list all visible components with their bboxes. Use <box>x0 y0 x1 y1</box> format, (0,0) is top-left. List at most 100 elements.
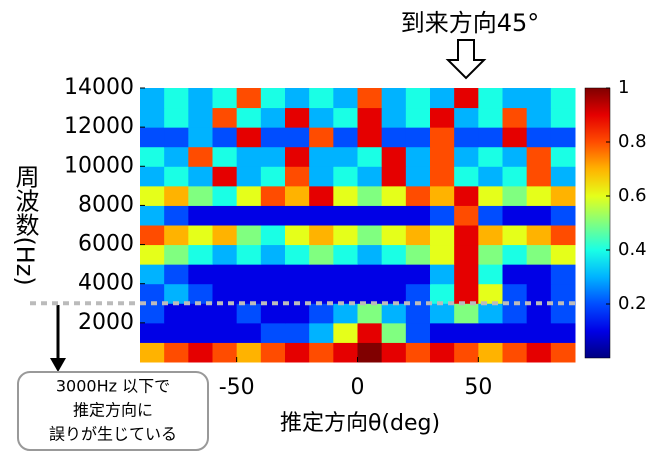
heat-cell <box>503 186 528 206</box>
heat-cell <box>237 264 262 284</box>
heat-cell <box>309 342 334 362</box>
heat-cell <box>430 284 455 304</box>
heat-cell <box>213 342 238 362</box>
note-line: 推定方向に <box>73 401 153 420</box>
heat-cell <box>285 127 310 147</box>
heat-cell <box>454 342 479 362</box>
heat-cell <box>478 225 503 245</box>
heat-cell <box>358 108 383 128</box>
heat-cell <box>430 264 455 284</box>
heat-cell <box>309 205 334 225</box>
heat-cell <box>309 166 334 186</box>
heat-cell <box>430 205 455 225</box>
heat-cell <box>164 186 189 206</box>
heat-cell <box>188 127 213 147</box>
heat-cell <box>454 225 479 245</box>
heat-cell <box>140 284 165 304</box>
heat-cell <box>164 88 189 108</box>
heat-cell <box>164 147 189 167</box>
heat-cell <box>406 264 431 284</box>
heat-cell <box>503 147 528 167</box>
heat-cell <box>503 127 528 147</box>
heat-cell <box>309 323 334 343</box>
y-tick-label: 12000 <box>64 114 134 139</box>
heat-cell <box>406 127 431 147</box>
heat-cell <box>333 127 358 147</box>
heat-cell <box>454 245 479 265</box>
heat-cell <box>309 108 334 128</box>
heat-cell <box>527 245 552 265</box>
heat-cell <box>430 342 455 362</box>
heat-cell <box>358 264 383 284</box>
heat-cell <box>454 108 479 128</box>
heat-cell <box>237 108 262 128</box>
heat-cell <box>454 127 479 147</box>
heat-cell <box>140 245 165 265</box>
heat-cell <box>527 323 552 343</box>
heat-cell <box>188 205 213 225</box>
heat-cell <box>430 108 455 128</box>
heat-cell <box>454 284 479 304</box>
heat-cell <box>527 205 552 225</box>
heat-cell <box>237 88 262 108</box>
heat-cell <box>237 225 262 245</box>
heat-cell <box>478 127 503 147</box>
heat-cell <box>406 342 431 362</box>
heat-cell <box>454 88 479 108</box>
heat-cell <box>358 245 383 265</box>
heat-cell <box>406 88 431 108</box>
heat-cell <box>309 264 334 284</box>
heat-cell <box>164 166 189 186</box>
heat-cell <box>454 323 479 343</box>
heat-cell <box>188 342 213 362</box>
heat-cell <box>333 147 358 167</box>
y-axis-label: 周波数(Hz) <box>11 164 39 285</box>
heat-cell <box>382 284 407 304</box>
heat-cell <box>261 186 286 206</box>
heat-cell <box>551 108 576 128</box>
heat-cell <box>333 342 358 362</box>
heat-cell <box>478 88 503 108</box>
heat-cell <box>237 245 262 265</box>
heat-cell <box>309 284 334 304</box>
heat-cell <box>430 323 455 343</box>
heat-cell <box>237 342 262 362</box>
heat-cell <box>237 284 262 304</box>
heat-cell <box>309 245 334 265</box>
heat-cell <box>551 342 576 362</box>
heat-cell <box>333 225 358 245</box>
heat-cell <box>213 323 238 343</box>
heat-cell <box>527 108 552 128</box>
heat-cell <box>358 147 383 167</box>
heat-cell <box>406 303 431 323</box>
heat-cell <box>309 147 334 167</box>
heat-cell <box>382 303 407 323</box>
heat-cell <box>478 108 503 128</box>
heat-cell <box>164 245 189 265</box>
note-arrowhead <box>50 358 66 372</box>
heat-cell <box>333 205 358 225</box>
heat-cell <box>213 127 238 147</box>
heat-cell <box>430 147 455 167</box>
heat-cell <box>478 186 503 206</box>
arrival-annotation: 到来方向45° <box>401 9 540 37</box>
heat-cell <box>309 88 334 108</box>
heat-cell <box>551 323 576 343</box>
heat-cell <box>188 88 213 108</box>
heat-cell <box>406 205 431 225</box>
heat-cell <box>188 245 213 265</box>
heat-cell <box>454 166 479 186</box>
heat-cell <box>478 342 503 362</box>
heat-cell <box>382 88 407 108</box>
heat-cell <box>503 205 528 225</box>
heat-cell <box>551 245 576 265</box>
heat-cell <box>551 284 576 304</box>
heat-cell <box>333 264 358 284</box>
heat-cell <box>237 323 262 343</box>
heat-cell <box>503 245 528 265</box>
heat-cell <box>213 245 238 265</box>
heat-cell <box>527 225 552 245</box>
heat-cell <box>213 225 238 245</box>
heat-cell <box>309 186 334 206</box>
y-tick-label: 2000 <box>78 310 134 335</box>
